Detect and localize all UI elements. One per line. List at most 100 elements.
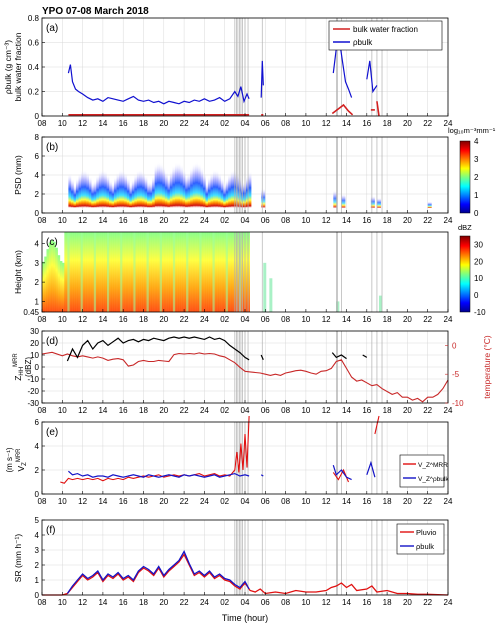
x-ticks-a: 08 10 12 14 16 18 20 22 24 02 04 06 08 10 12 14 16 18 20 22… xyxy=(38,113,453,128)
x-tick-label: 24 xyxy=(200,315,209,324)
reflectivity-cell xyxy=(200,232,204,312)
x-tick-label: 20 xyxy=(403,216,412,225)
reflectivity-cell xyxy=(64,232,67,312)
x-tick-label: 18 xyxy=(139,315,148,324)
x-tick-label: 02 xyxy=(220,598,229,607)
panel-d: -30 -20 -10 0 10 20 30 -10 -5 0 08 10 12 14 16 18 20 22… xyxy=(13,327,492,415)
x-tick-label: 22 xyxy=(423,119,432,128)
psd-cell xyxy=(101,169,105,209)
reflectivity-cell xyxy=(245,232,248,312)
plot-e xyxy=(60,415,380,484)
y-tick-label: 4 xyxy=(35,240,40,249)
x-ticks-b: 08 10 12 14 16 18 20 22 24 02 04 06 08 10 12 14 16 18 20 22… xyxy=(38,210,453,225)
x-axis-label: Time (hour) xyxy=(222,613,268,623)
psd-cell xyxy=(126,177,130,209)
x-tick-label: 18 xyxy=(383,406,392,415)
x-tick-label: 24 xyxy=(200,598,209,607)
series-rho-bulk xyxy=(67,64,250,105)
x-tick-label: 06 xyxy=(261,216,270,225)
reflectivity-cell xyxy=(97,232,101,312)
y-tick-label: -20 xyxy=(27,387,39,396)
reflectivity-cell xyxy=(263,262,267,312)
psd-cell xyxy=(197,163,201,209)
reflectivity-cell xyxy=(234,232,237,312)
legend-f: Pluvio ρbulk xyxy=(396,523,445,555)
y-tick-label: 4 xyxy=(35,531,40,540)
psd-cell xyxy=(246,175,249,209)
x-tick-label: 18 xyxy=(383,216,392,225)
psd-cell xyxy=(93,180,97,209)
psd-cell xyxy=(182,168,186,209)
x-tick-label: 16 xyxy=(119,406,128,415)
x-tick-label: 14 xyxy=(98,119,107,128)
psd-cell xyxy=(139,169,143,209)
x-tick-label: 16 xyxy=(362,406,371,415)
x-tick-label: 10 xyxy=(301,598,310,607)
reflectivity-cell xyxy=(102,232,105,312)
y-tick-label: -10 xyxy=(27,375,39,384)
reflectivity-cell xyxy=(115,232,119,312)
y-ticks-d-right: -10 -5 0 xyxy=(445,341,464,408)
y-ticks-b: 0 2 4 6 8 xyxy=(35,133,45,218)
x-tick-label: 24 xyxy=(444,216,453,225)
x-tick-label: 12 xyxy=(322,315,331,324)
reflectivity-cell xyxy=(209,232,213,312)
x-tick-label: 20 xyxy=(159,119,168,128)
x-tick-label: 20 xyxy=(403,119,412,128)
x-tick-label: 08 xyxy=(281,598,290,607)
psd-cell xyxy=(68,173,72,209)
reflectivity-cell xyxy=(175,232,179,312)
x-tick-label: 04 xyxy=(241,315,250,324)
colorbar-c-unit: dBZ xyxy=(458,223,472,232)
x-tick-label: 22 xyxy=(423,216,432,225)
reflectivity-cell xyxy=(111,232,114,312)
x-tick-label: 14 xyxy=(342,598,351,607)
reflectivity-cell xyxy=(218,232,221,312)
psd-cell xyxy=(167,176,171,209)
y-tick-label: 8 xyxy=(35,133,40,142)
ylabel-e-prefix: V xyxy=(16,466,26,472)
y-ticks-e: 0 2 4 6 xyxy=(35,418,45,499)
x-tick-label: 14 xyxy=(342,216,351,225)
x-tick-label: 24 xyxy=(200,497,209,506)
y-tick-label: 2 xyxy=(35,561,40,570)
reflectivity-cell xyxy=(84,232,87,312)
reflectivity-cell xyxy=(91,232,94,312)
x-tick-label: 02 xyxy=(220,315,229,324)
x-ticks-c: 08 10 12 14 16 18 20 22 24 02 04 06 08 10 12 14 16 18 20 22… xyxy=(38,309,453,324)
y-tick-label: 0 xyxy=(35,591,40,600)
x-tick-label: 08 xyxy=(38,497,47,506)
psd-cell xyxy=(215,169,219,209)
reflectivity-cell xyxy=(180,232,183,312)
reflectivity-cell xyxy=(122,232,125,312)
psd-cell xyxy=(213,169,216,209)
reflectivity-cell xyxy=(53,241,56,312)
reflectivity-cell xyxy=(227,232,230,312)
x-tick-label: 22 xyxy=(423,406,432,415)
series-rho-bulk xyxy=(366,60,378,94)
x-tick-label: 22 xyxy=(180,216,189,225)
x-tick-label: 08 xyxy=(281,497,290,506)
x-tick-label: 14 xyxy=(98,216,107,225)
y-ticks-d: -30 -20 -10 0 10 20 30 xyxy=(27,327,45,408)
reflectivity-cell xyxy=(240,232,244,312)
plot-d xyxy=(41,336,449,403)
ylabel-d-sub: HH xyxy=(19,367,25,376)
x-tick-label: 04 xyxy=(241,119,250,128)
y-tick-label: -5 xyxy=(452,370,460,379)
series-vz-rho-bulk xyxy=(332,465,352,481)
psd-cell xyxy=(91,182,95,209)
x-tick-label: 16 xyxy=(362,216,371,225)
reflectivity-cell xyxy=(75,232,79,312)
psd-cell xyxy=(76,177,79,209)
reflectivity-cell xyxy=(213,232,217,312)
reflectivity-cell xyxy=(82,232,85,312)
psd-cell xyxy=(124,172,128,209)
ylabel-b: PSD (mm) xyxy=(13,155,23,195)
x-tick-label: 12 xyxy=(78,406,87,415)
x-tick-label: 12 xyxy=(322,406,331,415)
psd-cell xyxy=(116,172,120,209)
